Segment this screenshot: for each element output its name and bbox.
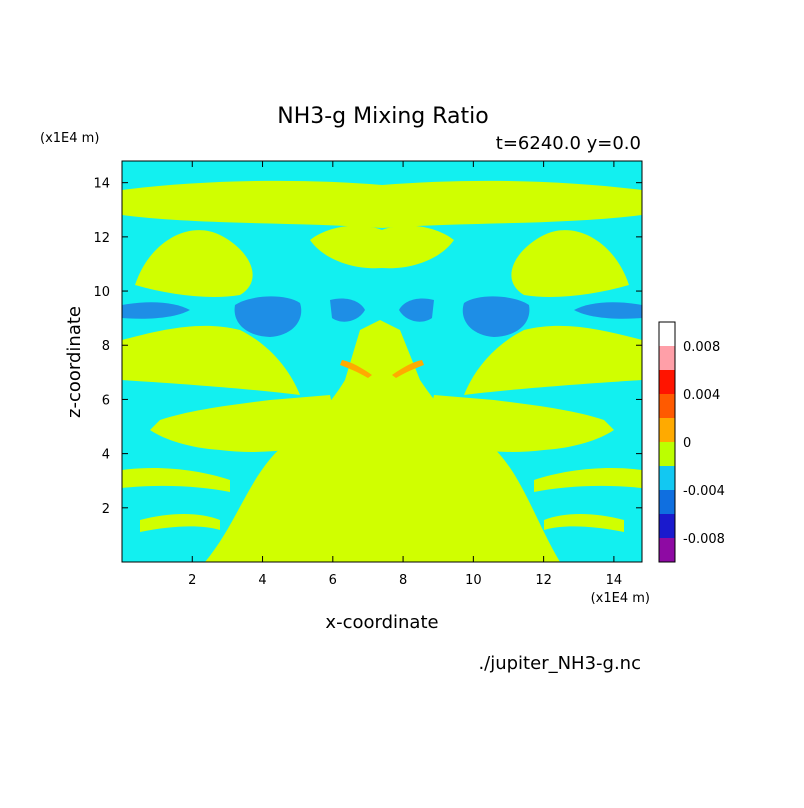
colorbar <box>658 321 676 563</box>
contour-orange-right <box>392 360 424 378</box>
contour-orange-left <box>340 360 372 378</box>
colorbar-swatch <box>659 442 675 466</box>
x-tick-label: 8 <box>399 573 407 588</box>
y-tick-label: 4 <box>102 448 110 463</box>
chart-subtitle: t=6240.0 y=0.0 <box>496 133 641 154</box>
y-unit-label: (x1E4 m) <box>40 131 99 146</box>
x-axis: 2 4 6 8 10 12 14 <box>188 161 622 588</box>
x-axis-label: x-coordinate <box>325 612 438 633</box>
contour-positive-top-center <box>310 225 454 269</box>
y-tick-label: 14 <box>93 177 110 192</box>
colorbar-swatch <box>659 466 675 490</box>
y-tick-label: 12 <box>93 231 110 246</box>
y-tick-label: 10 <box>93 285 110 300</box>
y-tick-label: 2 <box>102 502 110 517</box>
colorbar-tick-label: -0.004 <box>683 484 725 499</box>
contour-positive-upper-band <box>122 180 642 228</box>
colorbar-swatch <box>659 346 675 370</box>
contour-positive-bottom-right-band <box>534 468 642 492</box>
y-axis-label: z-coordinate <box>64 306 85 418</box>
contour-positive-lower-right-strip <box>544 514 624 532</box>
contour-positive-center-right <box>424 395 614 452</box>
colorbar-swatch <box>659 514 675 538</box>
x-tick-label: 14 <box>606 573 623 588</box>
y-axis: 2 4 6 8 10 12 14 <box>93 177 642 517</box>
x-tick-label: 6 <box>329 573 337 588</box>
colorbar-tick-label: -0.008 <box>683 532 725 547</box>
colorbar-tick-label: 0.004 <box>683 388 720 403</box>
colorbar-tick-label: 0.008 <box>683 340 720 355</box>
contour-positive-lower-body <box>205 320 560 562</box>
contour-positive-left-lobe <box>135 230 253 297</box>
colorbar-swatch <box>659 370 675 394</box>
colorbar-tick-label: 0 <box>683 436 691 451</box>
chart-title: NH3-g Mixing Ratio <box>277 104 489 129</box>
colorbar-swatch <box>659 418 675 442</box>
plot-area <box>122 161 642 562</box>
contour-positive-left-mid <box>122 325 300 395</box>
contour-positive-right-lobe <box>511 230 629 297</box>
contour-field <box>122 180 642 562</box>
contour-positive-bottom-left-band <box>122 468 230 492</box>
y-tick-label: 8 <box>102 339 110 354</box>
contour-negative-band-left <box>122 302 190 319</box>
colorbar-frame <box>658 321 676 563</box>
contour-negative-band-right <box>574 302 642 319</box>
colorbar-swatch <box>659 394 675 418</box>
x-tick-label: 12 <box>535 573 552 588</box>
contour-negative-blob-center-left <box>330 298 365 322</box>
colorbar-labels: 0.008 0.004 0 -0.004 -0.008 <box>683 340 725 547</box>
colorbar-swatch <box>659 490 675 514</box>
contour-negative-blob-right <box>462 296 530 337</box>
contour-positive-center-left <box>150 395 340 452</box>
x-unit-label: (x1E4 m) <box>591 591 650 606</box>
colorbar-swatch <box>659 538 675 562</box>
filename-label: ./jupiter_NH3-g.nc <box>478 653 641 674</box>
x-tick-label: 10 <box>465 573 482 588</box>
x-tick-label: 2 <box>188 573 196 588</box>
contour-negative-blob-center-right <box>399 298 434 322</box>
x-tick-label: 4 <box>258 573 266 588</box>
contour-positive-lower-left-strip <box>140 514 220 532</box>
plot-frame <box>121 160 643 563</box>
contour-negative-blob-left <box>234 296 302 337</box>
contour-positive-right-mid <box>464 325 642 395</box>
y-tick-label: 6 <box>102 393 110 408</box>
